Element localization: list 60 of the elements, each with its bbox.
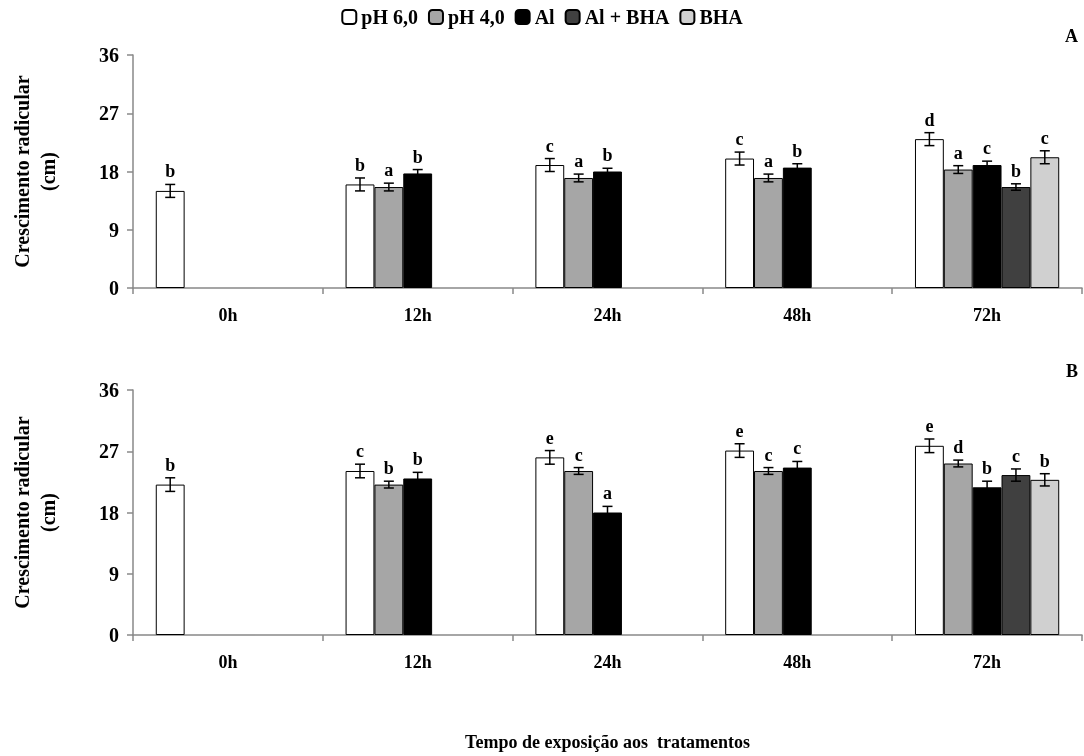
data-label: b xyxy=(1010,160,1021,181)
x-tick-label: 0h xyxy=(218,652,238,672)
data-label: a xyxy=(603,483,612,504)
data-label: a xyxy=(574,151,584,172)
x-tick-label: 48h xyxy=(783,305,812,325)
x-tick-label: 12h xyxy=(403,305,432,325)
data-label: b xyxy=(412,449,423,470)
legend-label: pH 6,0 xyxy=(361,6,418,29)
data-label: c xyxy=(793,438,802,459)
y-tick-label: 18 xyxy=(99,160,119,183)
data-label: c xyxy=(983,138,992,159)
data-label: d xyxy=(953,437,964,458)
data-label: b xyxy=(354,154,366,175)
data-label: b xyxy=(602,145,613,166)
y-tick-label: 27 xyxy=(99,102,119,125)
data-label: b xyxy=(412,146,423,167)
data-label: b xyxy=(792,140,803,161)
y-tick-label: 36 xyxy=(99,379,119,401)
data-label: b xyxy=(982,458,993,479)
data-label: c xyxy=(735,129,744,150)
legend-label: Al + BHA xyxy=(584,6,670,28)
data-label: a xyxy=(763,151,773,172)
x-tick-label: 24h xyxy=(593,652,622,672)
data-label: e xyxy=(735,420,744,441)
y-tick-label: 27 xyxy=(99,440,119,463)
x-axis-title: Tempo de exposição aos tratamentos xyxy=(465,732,750,752)
x-tick-label: 48h xyxy=(783,652,812,672)
data-label: e xyxy=(925,416,934,436)
data-label: a xyxy=(953,142,963,163)
x-tick-label: 72h xyxy=(973,305,1002,325)
data-label: b xyxy=(1039,450,1050,471)
data-label: d xyxy=(924,109,935,130)
y-axis-title: Crescimento radicular (cm) xyxy=(11,416,60,609)
x-tick-label: 72h xyxy=(973,652,1002,672)
data-label: c xyxy=(764,444,773,465)
y-tick-label: 36 xyxy=(99,44,119,66)
text: A xyxy=(1065,26,1078,46)
data-label: c xyxy=(1040,127,1049,148)
data-label: b xyxy=(383,458,394,479)
data-label: c xyxy=(545,135,554,156)
y-tick-label: 0 xyxy=(109,277,119,299)
y-tick-label: 9 xyxy=(109,562,119,585)
data-label: a xyxy=(384,160,394,181)
legend-label: pH 4,0 xyxy=(447,6,505,29)
legend-label: BHA xyxy=(699,6,744,28)
data-label: c xyxy=(1011,445,1020,466)
x-tick-label: 12h xyxy=(403,652,432,672)
text: B xyxy=(1065,361,1079,381)
x-tick-label: 24h xyxy=(593,305,622,325)
y-tick-label: 18 xyxy=(99,501,119,524)
y-axis-title: Crescimento radicular (cm) xyxy=(11,75,60,268)
data-label: e xyxy=(545,427,554,448)
data-label: b xyxy=(165,161,176,182)
x-tick-label: 0h xyxy=(218,305,238,325)
data-label: b xyxy=(165,454,176,475)
y-tick-label: 9 xyxy=(109,218,119,241)
y-tick-label: 0 xyxy=(109,624,119,646)
legend-label: Al xyxy=(534,6,556,28)
data-label: c xyxy=(574,444,583,465)
data-label: c xyxy=(356,441,364,462)
